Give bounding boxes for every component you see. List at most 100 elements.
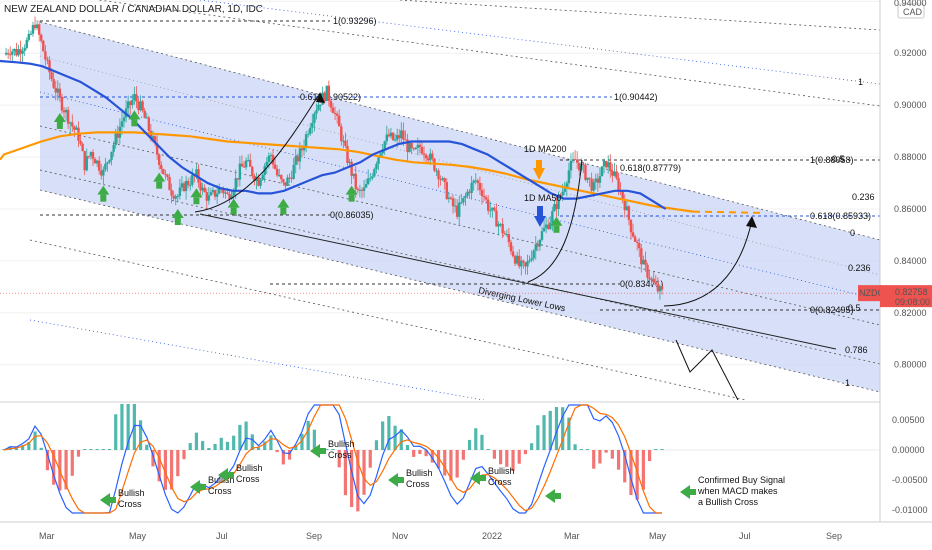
candle: [344, 140, 347, 146]
macd-histogram-bar: [424, 450, 428, 457]
macd-histogram-bar: [39, 447, 43, 450]
axis-bg: [880, 0, 932, 550]
macd-cross-label: Cross: [328, 450, 352, 460]
candle: [255, 177, 258, 181]
candle: [48, 60, 51, 73]
candle: [528, 260, 531, 262]
candle: [588, 177, 591, 179]
candle: [540, 231, 544, 240]
macd-cross-arrow-stem: [110, 497, 116, 503]
macd-histogram-bar: [561, 407, 565, 450]
macd-histogram-bar: [337, 450, 341, 468]
macd-histogram-bar: [492, 450, 496, 459]
candle: [549, 222, 552, 229]
rally-arc-2: [527, 159, 583, 283]
macd-histogram-bar: [623, 450, 627, 483]
candle: [472, 180, 475, 183]
candle: [311, 122, 314, 128]
ma200-line: [0, 131, 694, 213]
candle: [242, 166, 246, 168]
macd-histogram-bar: [660, 449, 664, 450]
candle: [648, 277, 651, 280]
macd-histogram-bar: [170, 450, 174, 490]
macd-cross-arrow-icon: [218, 468, 228, 482]
candle: [476, 180, 480, 184]
channel-fib-label: 1: [858, 77, 863, 87]
candle: [507, 234, 511, 243]
candle: [557, 195, 560, 209]
candle: [93, 158, 97, 164]
macd-histogram-bar: [511, 450, 515, 471]
candle: [464, 195, 467, 198]
candle: [126, 101, 130, 109]
candle: [627, 206, 631, 220]
candle: [275, 168, 279, 176]
candle: [288, 177, 291, 179]
candle: [234, 178, 237, 191]
candle: [600, 166, 604, 177]
candle: [191, 174, 194, 185]
candle: [493, 207, 496, 211]
candle: [160, 165, 163, 169]
macd-cross-arrow-icon: [100, 493, 110, 507]
candle: [298, 148, 302, 162]
candle: [515, 255, 519, 264]
candle: [226, 192, 229, 194]
candle: [54, 87, 57, 93]
candle: [604, 160, 608, 168]
macd-cross-label: Cross: [236, 474, 260, 484]
candle: [534, 244, 537, 251]
macd-histogram-bar: [306, 420, 310, 450]
macd-histogram-bar: [83, 449, 87, 450]
candle: [660, 286, 664, 290]
macd-histogram-bar: [194, 432, 199, 450]
candle: [646, 264, 649, 278]
fib-label: 1(0.90442): [614, 92, 658, 102]
candle: [217, 188, 221, 194]
candle: [342, 140, 345, 142]
macd-histogram-bar: [412, 450, 416, 457]
candle: [656, 284, 660, 292]
macd-cross-label: Cross: [208, 486, 232, 496]
candle: [4, 52, 8, 55]
ticker-label: NZDCAD: [859, 288, 897, 298]
candle: [629, 219, 633, 233]
candle: [79, 140, 82, 144]
candle: [379, 153, 382, 157]
fib-label: 0(0.86035): [330, 210, 374, 220]
candle: [157, 154, 161, 166]
candle: [592, 181, 595, 191]
candle: [168, 176, 171, 191]
candle: [658, 286, 662, 292]
channel-fib-line: [39, 169, 880, 365]
macd-cross-arrow-icon: [190, 480, 200, 494]
candle: [555, 204, 558, 209]
x-tick-label: Mar: [39, 531, 55, 541]
candle: [81, 143, 84, 152]
candle: [259, 179, 262, 186]
macd-histogram-bar: [294, 445, 298, 450]
candle: [246, 159, 250, 161]
macd-histogram-bar: [120, 404, 124, 450]
macd-histogram-bar: [182, 450, 186, 460]
candle: [27, 33, 31, 40]
candle: [410, 142, 413, 149]
bullish-arrow-stem: [280, 207, 287, 215]
candle: [607, 162, 610, 168]
macd-cross-label: Bullish: [406, 468, 433, 478]
candle: [197, 169, 200, 183]
candle: [265, 161, 268, 166]
candle: [249, 159, 252, 167]
candle: [71, 122, 74, 127]
macd-histogram-bar: [107, 449, 112, 450]
candle: [509, 242, 513, 252]
bullish-arrow-icon: [97, 185, 110, 195]
macd-histogram-bar: [641, 450, 645, 490]
signal-line: [3, 404, 662, 514]
candle: [561, 191, 564, 196]
candle: [544, 224, 548, 228]
candle: [426, 158, 430, 161]
candle: [420, 147, 424, 154]
